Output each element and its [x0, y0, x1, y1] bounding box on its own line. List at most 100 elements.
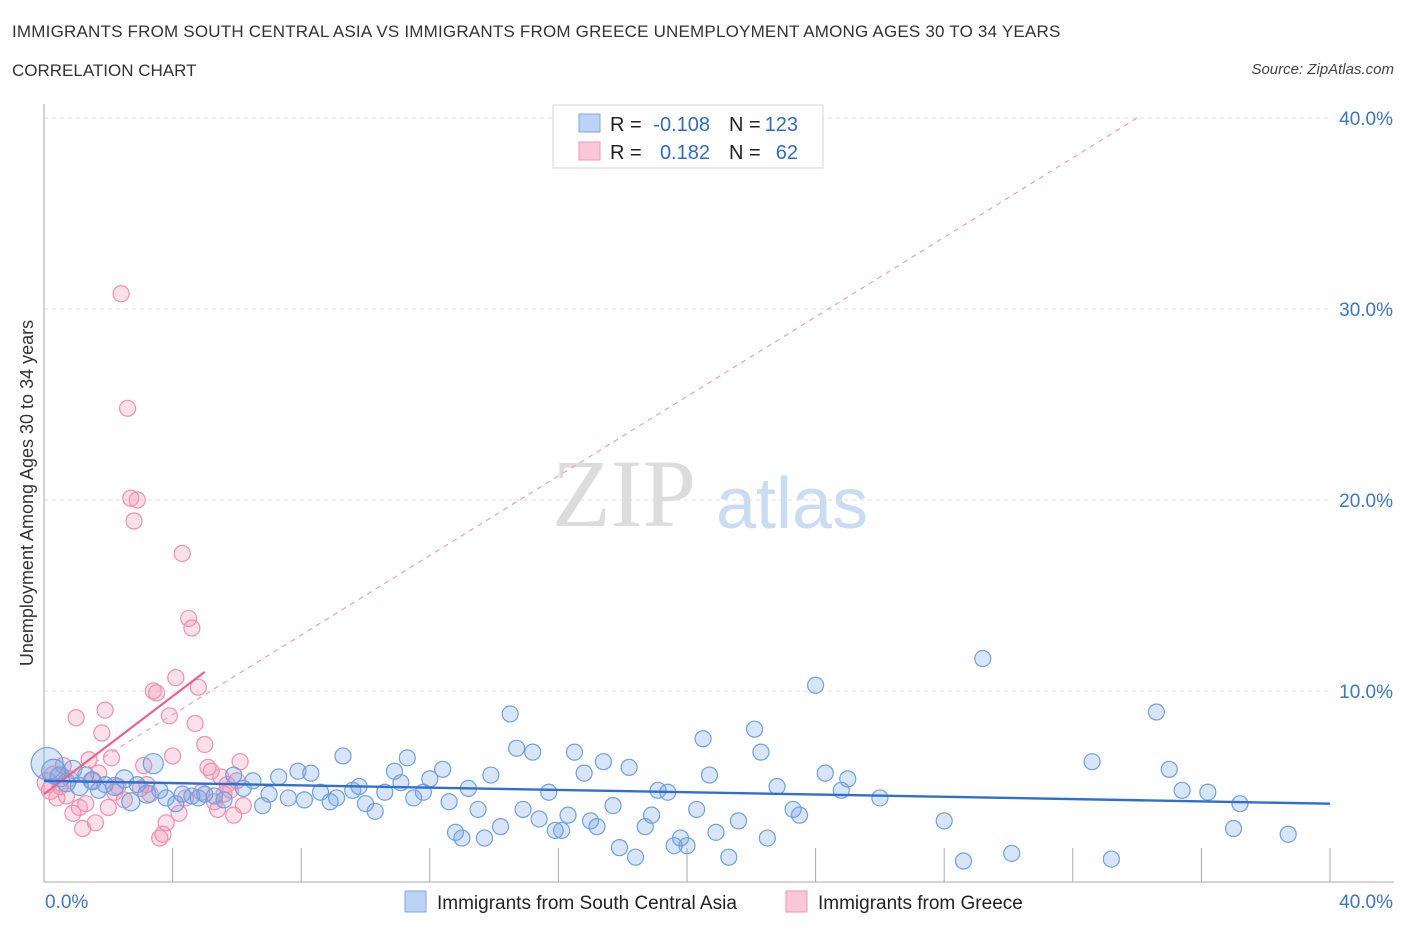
point-south-central-asia-67 [559, 806, 577, 824]
legend-r-label-2: R = [610, 142, 642, 164]
legend-r-label-1: R = [610, 114, 642, 136]
point-south-central-asia-24 [215, 791, 233, 809]
bottom-legend: Immigrants from South Central Asia Immig… [404, 890, 1023, 914]
point-south-central-asia-108 [1160, 760, 1178, 778]
point-south-central-asia-100 [871, 789, 889, 807]
point-south-central-asia-52 [446, 823, 465, 841]
legend-n-value-1: 123 [765, 114, 798, 136]
point-south-central-asia-97 [816, 764, 834, 782]
point-south-central-asia-23 [205, 787, 223, 805]
point-south-central-asia-13 [128, 775, 146, 794]
point-south-central-asia-42 [366, 802, 384, 820]
legend-n-value-2: 62 [776, 142, 798, 164]
point-south-central-asia-61 [514, 800, 532, 819]
point-south-central-asia-34 [302, 764, 320, 782]
point-south-central-asia-18 [167, 795, 185, 813]
point-greece-27 [125, 512, 143, 530]
trend-line-greece-extended [43, 117, 1138, 795]
point-south-central-asia-107 [1147, 703, 1165, 721]
point-greece-19 [99, 798, 117, 817]
chart-source: Source: ZipAtlas.com [1251, 61, 1394, 78]
top-legend: R = -0.108 N = 123 R = 0.182 N = 62 [552, 104, 824, 169]
point-south-central-asia-37 [327, 789, 346, 807]
chart-title: IMMIGRANTS FROM SOUTH CENTRAL ASIA VS IM… [12, 22, 1061, 41]
y-tick-label-10: 10.0% [1339, 682, 1393, 703]
point-south-central-asia-53 [453, 829, 471, 847]
point-greece-37 [157, 814, 175, 832]
point-greece-51 [202, 762, 220, 780]
point-greece-28 [128, 491, 146, 509]
point-south-central-asia-20 [183, 787, 201, 805]
point-south-central-asia-33 [295, 791, 314, 809]
point-south-central-asia-102 [954, 852, 973, 870]
point-south-central-asia-32 [289, 762, 307, 780]
trend-lines [43, 117, 1331, 805]
legend-n-label-2: N = [729, 142, 761, 164]
point-south-central-asia-50 [434, 760, 452, 778]
point-south-central-asia-38 [334, 747, 352, 765]
point-greece-49 [196, 735, 214, 754]
point-south-central-asia-99 [839, 770, 857, 788]
point-south-central-asia-84 [688, 800, 706, 819]
point-south-central-asia-58 [491, 818, 510, 836]
point-south-central-asia-113 [1279, 825, 1297, 843]
data-points [30, 285, 1297, 870]
point-south-central-asia-69 [575, 764, 593, 782]
point-south-central-asia-104 [1003, 844, 1021, 862]
legend-r-value-2: 0.182 [660, 142, 710, 164]
point-south-central-asia-25 [225, 766, 243, 784]
point-south-central-asia-30 [270, 768, 288, 786]
point-greece-15 [86, 814, 105, 832]
point-south-central-asia-103 [974, 649, 992, 668]
point-south-central-asia-57 [482, 766, 500, 784]
point-greece-34 [147, 684, 166, 702]
point-greece-45 [183, 619, 201, 637]
point-south-central-asia-91 [752, 743, 770, 761]
point-south-central-asia-105 [1083, 753, 1101, 771]
point-greece-8 [64, 804, 82, 822]
point-south-central-asia-111 [1224, 819, 1243, 838]
point-south-central-asia-109 [1173, 781, 1191, 799]
bottom-legend-label-greece: Immigrants from Greece [818, 893, 1023, 914]
point-greece-40 [167, 669, 185, 687]
point-greece-44 [180, 609, 198, 628]
bottom-legend-swatch-south-central-asia [404, 890, 427, 913]
point-south-central-asia-93 [768, 777, 786, 796]
point-south-central-asia-74 [610, 839, 629, 857]
point-greece-23 [112, 285, 130, 303]
point-south-central-asia-86 [700, 766, 719, 784]
point-south-central-asia-62 [524, 743, 542, 761]
point-south-central-asia-56 [475, 829, 494, 847]
point-south-central-asia-76 [626, 848, 645, 866]
point-greece-25 [118, 399, 137, 417]
y-axis-label: Unemployment Among Ages 30 to 34 years [17, 320, 37, 666]
point-greece-42 [173, 544, 191, 563]
point-greece-9 [67, 709, 85, 727]
watermark-zip: ZIP [552, 440, 696, 547]
point-south-central-asia-72 [594, 753, 613, 771]
legend-r-value-1: -0.108 [653, 114, 710, 136]
x-tick-label-min: 0.0% [45, 892, 88, 913]
point-south-central-asia-88 [720, 848, 738, 866]
point-south-central-asia-96 [806, 676, 825, 694]
point-south-central-asia-65 [546, 821, 564, 840]
point-greece-46 [186, 714, 204, 733]
point-south-central-asia-70 [581, 812, 600, 830]
point-south-central-asia-78 [643, 806, 661, 824]
point-south-central-asia-55 [469, 800, 487, 819]
point-south-central-asia-29 [260, 785, 278, 803]
point-greece-53 [209, 800, 227, 819]
point-south-central-asia-83 [678, 837, 696, 855]
point-south-central-asia-94 [784, 800, 802, 819]
point-south-central-asia-27 [244, 772, 262, 790]
point-south-central-asia-12 [121, 792, 141, 812]
y-tick-label-20: 20.0% [1339, 491, 1393, 512]
point-south-central-asia-51 [440, 793, 458, 811]
point-south-central-asia-110 [1199, 783, 1217, 801]
point-greece-17 [93, 724, 111, 742]
bottom-legend-swatch-greece [785, 890, 808, 913]
point-south-central-asia-47 [405, 789, 423, 807]
point-greece-18 [96, 701, 114, 719]
point-south-central-asia-85 [694, 730, 712, 748]
